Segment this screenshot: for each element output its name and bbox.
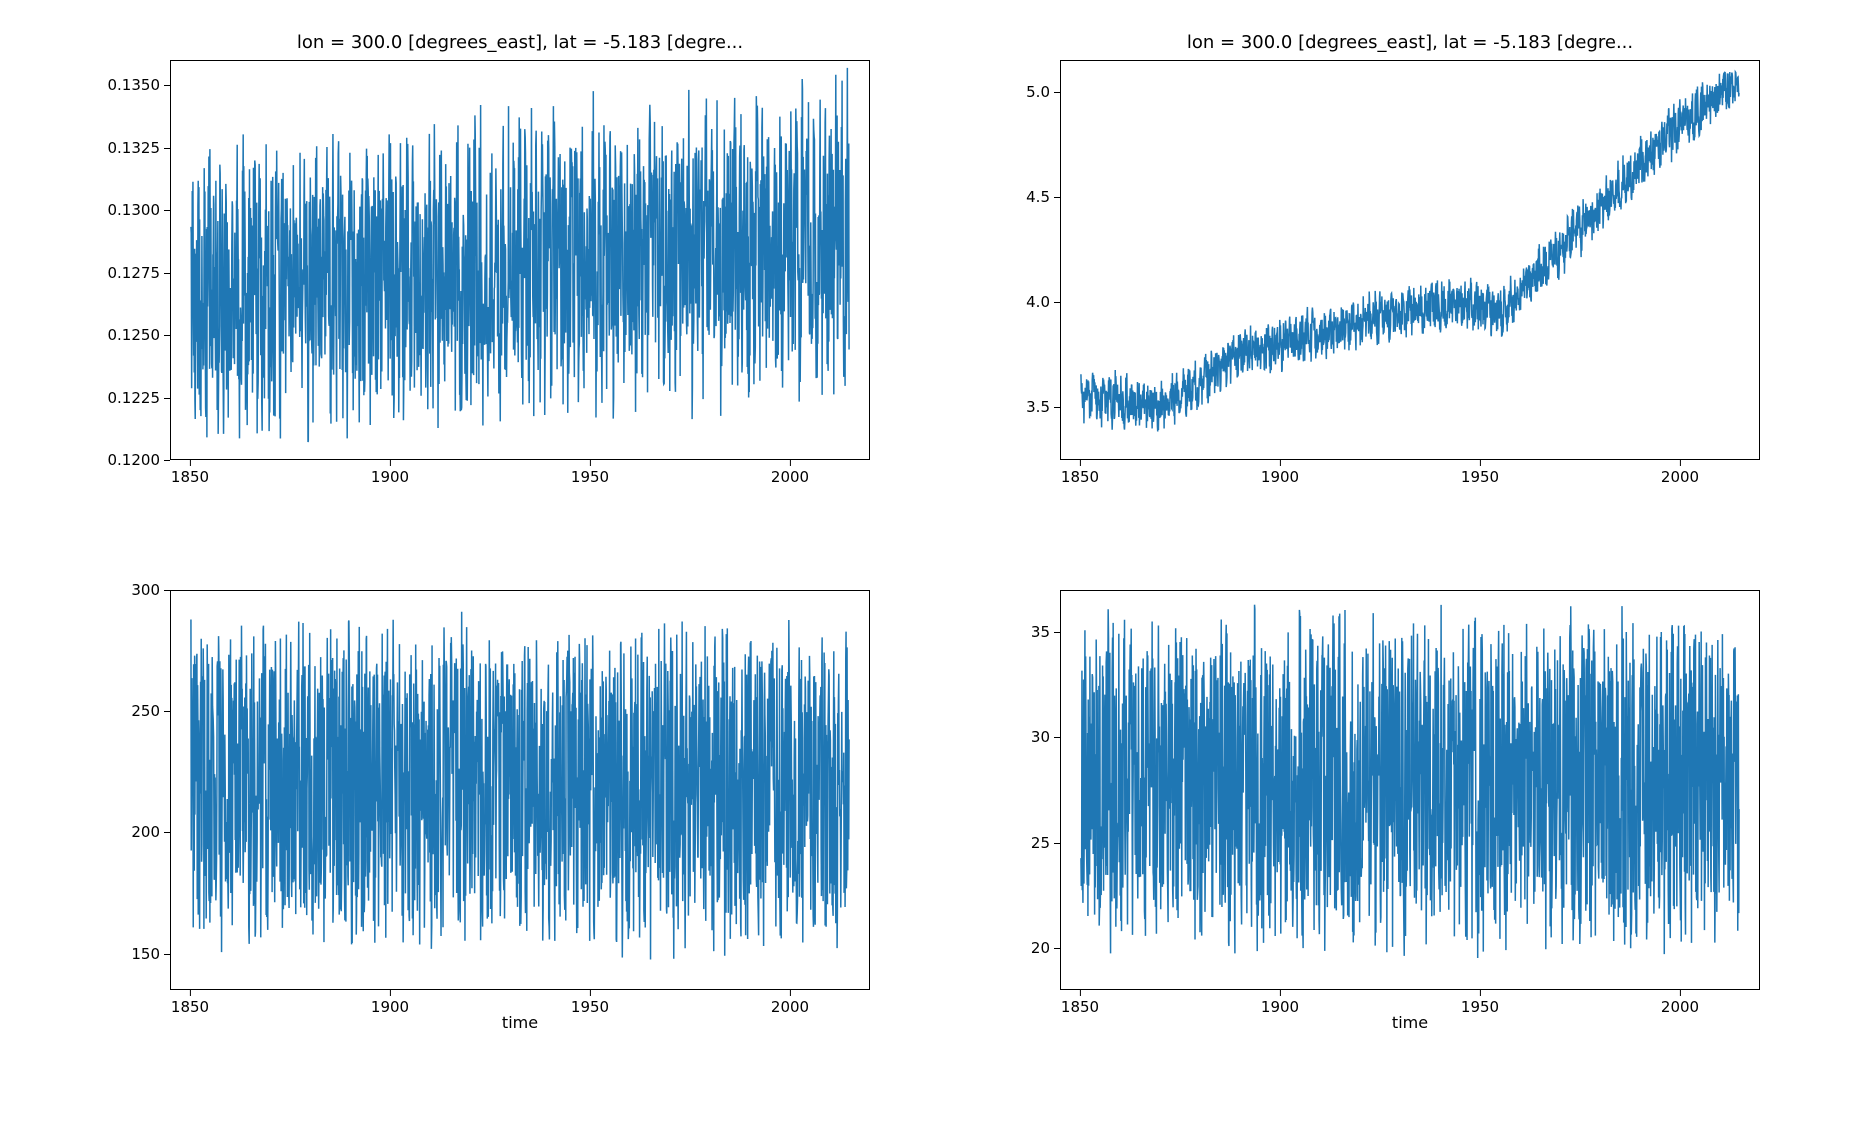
y-tick-label: 30 [1031,728,1050,746]
x-axis-label: time [1060,1013,1760,1032]
y-tick-label: 0.1350 [108,76,161,94]
subplot-title: lon = 300.0 [degrees_east], lat = -5.183… [170,32,870,53]
x-tick-label: 1900 [371,998,409,1016]
y-tick-label: 0.1250 [108,326,161,344]
line-series [171,591,869,989]
y-tick-label: 35 [1031,623,1050,641]
x-tick-label: 1850 [171,468,209,486]
x-tick-label: 2000 [771,998,809,1016]
x-tick-label: 1850 [1061,468,1099,486]
x-tick-label: 2000 [1661,468,1699,486]
plot-area [1060,590,1760,990]
y-tick-label: 0.1300 [108,201,161,219]
x-tick-label: 1900 [371,468,409,486]
x-tick-label: 1950 [571,468,609,486]
y-tick-label: 150 [131,945,160,963]
x-tick-label: 1950 [1461,468,1499,486]
subplot-fsr: reflected solar radiation [W/m^2] time 2… [1060,590,1760,990]
plot-area [170,590,870,990]
x-tick-label: 2000 [771,468,809,486]
x-axis-label: time [170,1013,870,1032]
y-tick-label: 0.1225 [108,389,161,407]
y-tick-label: 0.1325 [108,139,161,157]
line-series [1061,61,1759,459]
x-tick-label: 1900 [1261,998,1299,1016]
y-tick-label: 4.5 [1026,188,1050,206]
x-tick-label: 1950 [571,998,609,1016]
plot-area [1060,60,1760,460]
y-tick-label: 200 [131,823,160,841]
y-tick-label: 250 [131,702,160,720]
x-tick-label: 1900 [1261,468,1299,486]
y-tick-label: 4.0 [1026,293,1050,311]
y-tick-label: 0.1275 [108,264,161,282]
y-tick-label: 25 [1031,834,1050,852]
subplot-albedo: lon = 300.0 [degrees_east], lat = -5.183… [170,60,870,460]
figure: lon = 300.0 [degrees_east], lat = -5.183… [0,0,1860,1130]
subplot-fsds: atmospheric incident solar radiation [W/… [170,590,870,990]
plot-area [170,60,870,460]
y-tick-label: 300 [131,581,160,599]
x-tick-label: 1950 [1461,998,1499,1016]
y-tick-label: 3.5 [1026,398,1050,416]
x-tick-label: 2000 [1661,998,1699,1016]
subplot-title: lon = 300.0 [degrees_east], lat = -5.183… [1060,32,1760,53]
y-tick-label: 5.0 [1026,83,1050,101]
line-series [171,61,869,459]
x-tick-label: 1850 [171,998,209,1016]
subplot-lai: lon = 300.0 [degrees_east], lat = -5.183… [1060,60,1760,460]
y-tick-label: 20 [1031,939,1050,957]
y-tick-label: 0.1200 [108,451,161,469]
x-tick-label: 1850 [1061,998,1099,1016]
line-series [1061,591,1759,989]
